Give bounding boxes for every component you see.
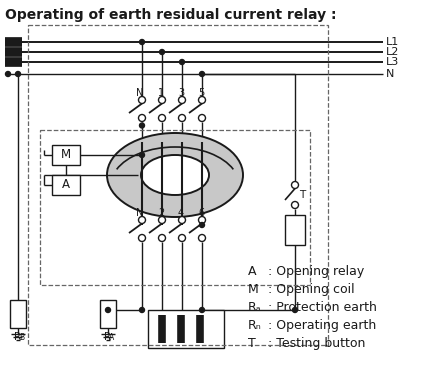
Text: A: A xyxy=(248,265,257,278)
Text: A: A xyxy=(62,178,70,192)
Text: 3: 3 xyxy=(178,88,184,98)
Circle shape xyxy=(292,201,298,209)
Bar xyxy=(40,130,310,285)
Circle shape xyxy=(178,217,185,223)
Text: 4: 4 xyxy=(178,208,184,218)
Text: A: A xyxy=(109,333,115,342)
Circle shape xyxy=(199,307,204,313)
Text: N: N xyxy=(386,69,394,79)
Circle shape xyxy=(15,71,20,76)
Bar xyxy=(28,25,328,345)
Text: 5: 5 xyxy=(198,88,204,98)
Text: M: M xyxy=(61,149,71,161)
Text: R: R xyxy=(14,332,22,342)
Circle shape xyxy=(292,307,298,313)
Text: Rₙ: Rₙ xyxy=(248,319,262,332)
Circle shape xyxy=(179,59,184,65)
Text: R: R xyxy=(105,332,111,342)
Circle shape xyxy=(198,115,206,121)
Circle shape xyxy=(159,234,165,242)
Circle shape xyxy=(159,96,165,104)
Circle shape xyxy=(199,223,204,228)
Bar xyxy=(10,300,26,328)
Circle shape xyxy=(199,71,204,76)
Circle shape xyxy=(139,152,144,158)
Text: Operating of earth residual current relay :: Operating of earth residual current rela… xyxy=(5,8,337,22)
Circle shape xyxy=(105,307,111,313)
Circle shape xyxy=(198,234,206,242)
Ellipse shape xyxy=(141,155,209,195)
Text: L1: L1 xyxy=(386,37,399,47)
Ellipse shape xyxy=(107,133,243,217)
Bar xyxy=(100,300,116,328)
Text: B: B xyxy=(20,333,25,342)
Circle shape xyxy=(292,181,298,189)
Circle shape xyxy=(178,115,185,121)
Text: : Testing button: : Testing button xyxy=(268,337,366,350)
Bar xyxy=(285,215,305,245)
Text: : Protection earth: : Protection earth xyxy=(268,301,377,314)
Circle shape xyxy=(139,39,144,45)
Text: N: N xyxy=(136,88,143,98)
Text: 1: 1 xyxy=(158,88,164,98)
Circle shape xyxy=(139,96,145,104)
Circle shape xyxy=(178,234,185,242)
Text: L3: L3 xyxy=(386,57,399,67)
Text: : Opening relay: : Opening relay xyxy=(268,265,364,278)
Circle shape xyxy=(159,115,165,121)
Circle shape xyxy=(139,115,145,121)
Text: : Operating earth: : Operating earth xyxy=(268,319,376,332)
Text: Rₐ: Rₐ xyxy=(248,301,262,314)
Text: 2: 2 xyxy=(158,208,164,218)
Bar xyxy=(52,175,80,195)
Text: T: T xyxy=(248,337,256,350)
Circle shape xyxy=(159,217,165,223)
Circle shape xyxy=(198,217,206,223)
Circle shape xyxy=(198,96,206,104)
Circle shape xyxy=(178,96,185,104)
Text: N: N xyxy=(136,208,143,218)
Circle shape xyxy=(139,217,145,223)
Text: T: T xyxy=(299,190,305,200)
Bar xyxy=(52,145,80,165)
Bar xyxy=(148,310,224,348)
Text: L2: L2 xyxy=(386,47,400,57)
Circle shape xyxy=(139,234,145,242)
Circle shape xyxy=(139,307,144,313)
Circle shape xyxy=(159,50,164,54)
Text: : Opening coil: : Opening coil xyxy=(268,283,354,296)
Circle shape xyxy=(139,123,144,128)
Text: 6: 6 xyxy=(198,208,204,218)
Text: M: M xyxy=(248,283,259,296)
Circle shape xyxy=(6,71,11,76)
